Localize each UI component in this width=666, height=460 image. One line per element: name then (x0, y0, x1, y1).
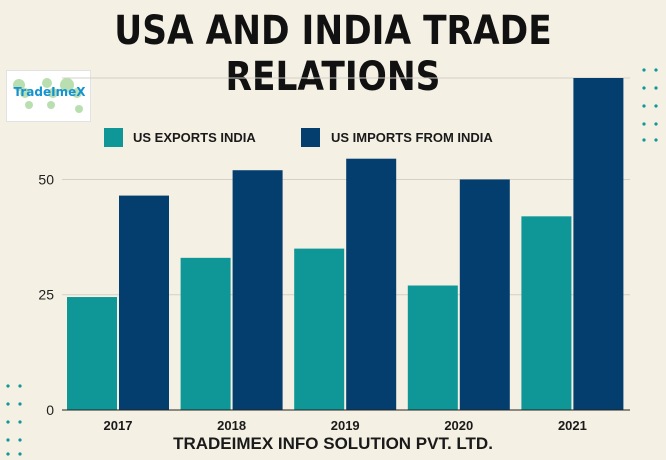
legend-label-imports: US IMPORTS FROM INDIA (331, 130, 493, 145)
bar-imports (232, 170, 283, 410)
y-tick-label: 25 (38, 287, 54, 303)
x-tick-label: 2018 (217, 418, 246, 433)
decorative-dots-right (642, 68, 658, 142)
x-tick-label: 2017 (104, 418, 133, 433)
bar-exports (407, 285, 458, 410)
legend-swatch-exports (104, 128, 123, 147)
logo-text: TradeImeX (13, 85, 86, 99)
world-map-icon (13, 78, 83, 113)
footer-company-name: TRADEIMEX INFO SOLUTION PVT. LTD. (173, 434, 493, 453)
chart-title: USA AND INDIA TRADE RELATIONS (114, 8, 552, 100)
x-tick-label: 2021 (558, 418, 587, 433)
bar-imports (573, 78, 624, 410)
y-tick-label: 0 (46, 402, 54, 418)
bar-imports (346, 158, 397, 410)
legend-swatch-imports (301, 128, 320, 147)
x-tick-label: 2019 (331, 418, 360, 433)
bar-exports (521, 216, 572, 410)
bar-exports (294, 248, 345, 410)
x-tick-label: 2020 (444, 418, 473, 433)
bar-exports (180, 257, 231, 410)
tradeimex-logo: TradeImeX (6, 70, 91, 122)
y-tick-label: 50 (38, 171, 54, 187)
legend-label-exports: US EXPORTS INDIA (133, 130, 256, 145)
decorative-dots-left (6, 384, 22, 456)
bar-imports (119, 195, 169, 410)
bar-exports (67, 297, 117, 410)
bar-imports (459, 179, 510, 410)
